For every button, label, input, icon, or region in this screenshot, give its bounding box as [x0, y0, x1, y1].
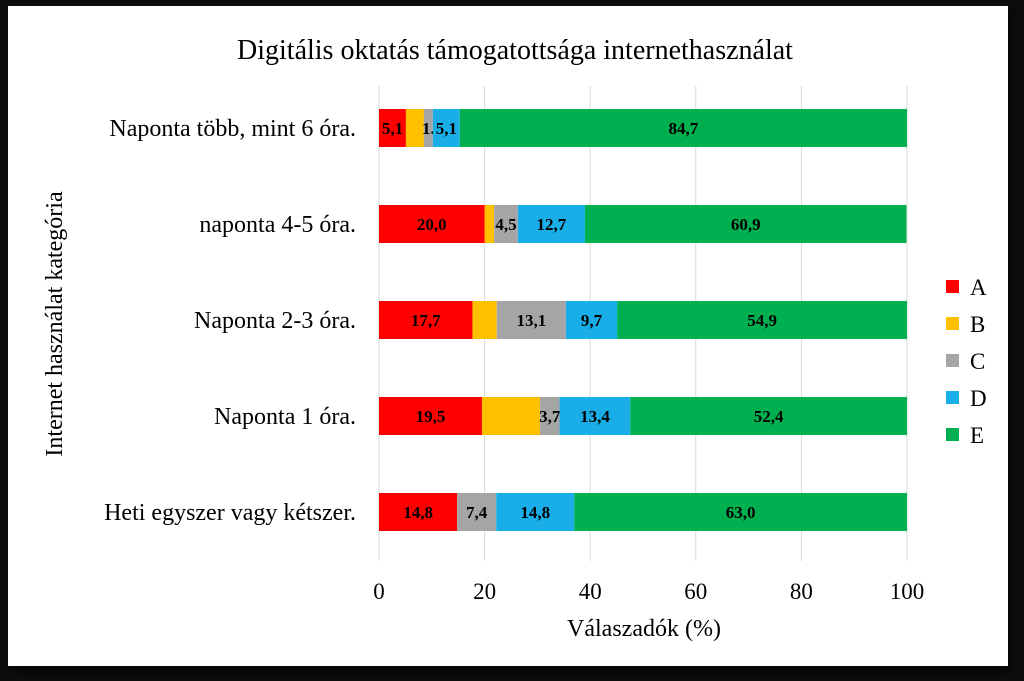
legend-label-a: A: [970, 275, 987, 300]
x-tick-label: 40: [579, 579, 602, 604]
x-tick-label: 80: [790, 579, 813, 604]
bar-segment-d: [432, 109, 460, 147]
legend-swatch-e: [946, 428, 959, 441]
x-tick-labels: 0 20 40 60 80 100: [373, 579, 924, 604]
data-label: 54,9: [747, 311, 777, 330]
legend-label-d: D: [970, 386, 987, 411]
x-tick-label: 60: [684, 579, 707, 604]
data-label: 63,0: [726, 503, 756, 522]
data-label: 9,7: [581, 311, 603, 330]
bar-segment-a: [379, 493, 458, 531]
data-label: 13,4: [580, 407, 610, 426]
bars: 5,1 1. 5,1 84,720,0 4,5 12,7 60,917,7 13,1 9,7 54…: [379, 109, 907, 531]
bar-segment-a: [379, 301, 473, 339]
legend-swatch-d: [946, 391, 959, 404]
bar-segment-c: [494, 205, 518, 243]
data-label: 4,5: [495, 215, 516, 234]
bar-segment-e: [617, 301, 907, 339]
data-label: 3,7: [539, 407, 561, 426]
data-label: 60,9: [731, 215, 761, 234]
category-label: Naponta 2-3 óra.: [194, 308, 356, 334]
category-label: Heti egyszer vagy kétszer.: [104, 500, 356, 526]
bar-segment-c: [540, 397, 560, 435]
bar-segment-c: [423, 109, 433, 147]
bar-segment-d: [517, 205, 585, 243]
category-label: naponta 4-5 óra.: [199, 212, 356, 238]
legend-label-c: C: [970, 349, 985, 374]
x-tick-label: 20: [473, 579, 496, 604]
data-label: 1.: [422, 119, 435, 138]
data-label: 17,7: [411, 311, 441, 330]
legend-swatch-c: [946, 354, 959, 367]
bar-segment-a: [379, 109, 406, 147]
bar-segment-b: [484, 205, 495, 243]
data-label: 5,1: [382, 119, 403, 138]
bar-segment-d: [496, 493, 575, 531]
chart-title: Digitális oktatás támogatottsága interne…: [237, 35, 793, 66]
data-label: 7,4: [466, 503, 488, 522]
y-axis-label: Internet használat kategória: [42, 191, 68, 457]
data-label: 12,7: [537, 215, 567, 234]
data-label: 13,1: [516, 311, 546, 330]
bar-segment-d: [565, 301, 618, 339]
category-labels: Naponta több, mint 6 óra. naponta 4-5 óra…: [104, 116, 356, 526]
bar-segment-d: [559, 397, 631, 435]
legend-swatch-a: [946, 280, 959, 293]
data-label: 14,8: [520, 503, 550, 522]
bar-segment-e: [459, 109, 907, 147]
data-label: 84,7: [669, 119, 699, 138]
data-label: 19,5: [416, 407, 446, 426]
data-label: 52,4: [754, 407, 784, 426]
data-label: 20,0: [417, 215, 447, 234]
data-label: 14,8: [403, 503, 433, 522]
bar-segment-b: [472, 301, 497, 339]
stacked-bar-chart: Digitális oktatás támogatottsága interne…: [42, 35, 987, 642]
bar-segment-b: [481, 397, 541, 435]
bar-segment-e: [574, 493, 907, 531]
data-label: 5,1: [436, 119, 457, 138]
bar-segment-c: [496, 301, 566, 339]
chart-panel: Digitális oktatás támogatottsága interne…: [8, 6, 1008, 666]
bar-segment-a: [379, 205, 485, 243]
x-axis-label: Válaszadók (%): [567, 616, 721, 642]
legend-swatch-b: [946, 317, 959, 330]
legend-label-b: B: [970, 312, 985, 337]
legend-label-e: E: [970, 423, 984, 448]
category-label: Naponta több, mint 6 óra.: [109, 116, 356, 142]
bar-segment-b: [405, 109, 424, 147]
bar-segment-a: [379, 397, 482, 435]
x-tick-label: 0: [373, 579, 385, 604]
bar-segment-c: [457, 493, 497, 531]
bar-segment-e: [630, 397, 907, 435]
category-label: Naponta 1 óra.: [214, 404, 356, 430]
x-tick-label: 100: [890, 579, 925, 604]
bar-segment-e: [584, 205, 907, 243]
